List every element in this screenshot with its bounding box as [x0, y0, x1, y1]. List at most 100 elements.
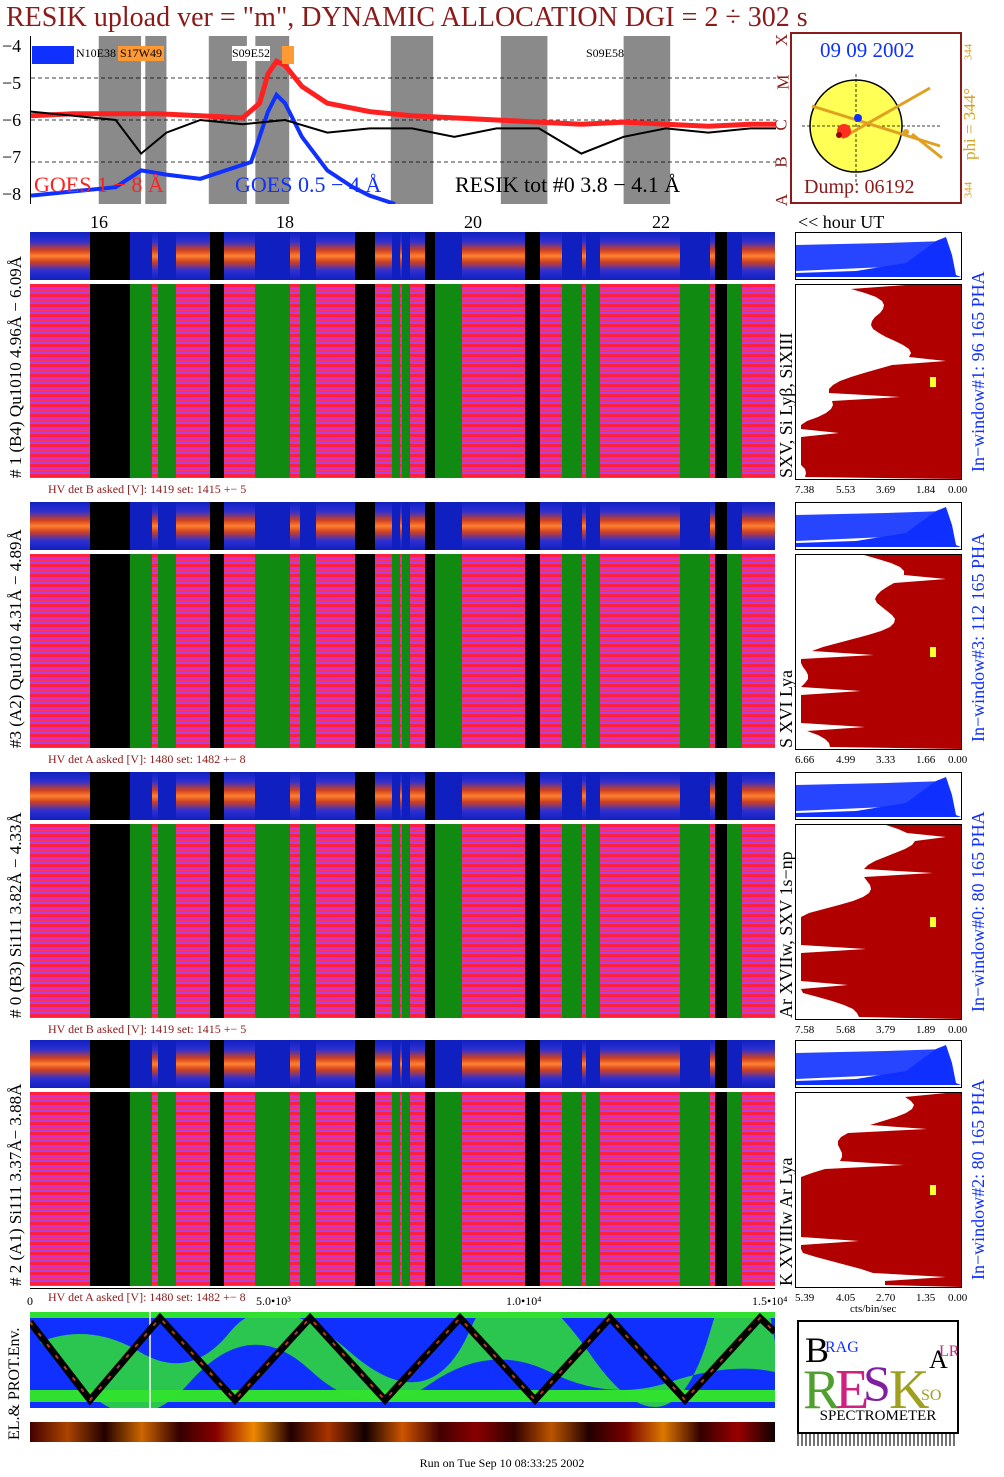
night-band	[450, 232, 462, 280]
night-band	[130, 284, 152, 478]
pha-strip	[30, 232, 775, 280]
histogram-tick: 0.00	[948, 754, 968, 766]
gap-band	[425, 232, 435, 280]
series-line	[31, 91, 396, 204]
night-band	[680, 1092, 710, 1286]
page-title: RESIK upload ver = "m", DYNAMIC ALLOCATI…	[6, 2, 808, 33]
hv-status: HV det B asked [V]: 1419 set: 1415 +− 5	[48, 1022, 247, 1036]
svg-text:E: E	[835, 1359, 869, 1421]
night-band	[392, 1040, 400, 1088]
night-band	[402, 1092, 410, 1286]
histogram-tick: 3.79	[876, 1024, 896, 1036]
night-band	[402, 772, 410, 820]
histogram-tick: 3.33	[876, 754, 896, 766]
night-band	[300, 772, 316, 820]
sample-tick: 1.0•10⁴	[506, 1294, 542, 1308]
night-band	[270, 284, 290, 478]
sun-phi-small: 344	[962, 43, 975, 61]
night-band	[158, 1092, 176, 1286]
svg-text:K: K	[889, 1359, 929, 1421]
night-band	[432, 824, 450, 1018]
flare-label-bar	[282, 46, 294, 64]
night-band	[270, 502, 290, 550]
svg-text:R: R	[803, 1359, 841, 1421]
night-band	[432, 554, 450, 748]
night-band	[432, 1040, 450, 1088]
night-band	[450, 824, 462, 1018]
gap-band	[425, 772, 435, 820]
sun-date: 09 09 2002	[820, 38, 915, 62]
night-band	[158, 772, 176, 820]
window-label: In−window#2: 80 165 PHA	[968, 1079, 988, 1280]
gap-band	[425, 502, 435, 550]
night-band	[562, 824, 582, 1018]
spectrum-histogram	[795, 554, 962, 750]
night-band	[680, 232, 710, 280]
night-band	[432, 1092, 450, 1286]
sample-tick: 5.0•10³	[256, 1294, 291, 1308]
night-band	[586, 502, 600, 550]
histogram-tick: 1.89	[916, 1024, 936, 1036]
flare-label: S17W49	[118, 46, 164, 61]
goes-y-tick: −5	[2, 73, 22, 93]
night-band	[392, 1092, 400, 1286]
gap-band	[425, 1092, 435, 1286]
night-band	[392, 502, 400, 550]
night-band	[450, 284, 462, 478]
pha-histogram	[795, 502, 962, 550]
night-band	[680, 284, 710, 478]
gap-band	[210, 824, 224, 1018]
night-band	[432, 284, 450, 478]
night-band	[270, 824, 290, 1018]
night-band	[158, 1040, 176, 1088]
legend-resik: RESIK tot #0 3.8 − 4.1 Å	[455, 172, 681, 197]
night-band	[562, 284, 582, 478]
pha-strip	[30, 502, 775, 550]
night-band	[450, 1040, 462, 1088]
line-label: K XVIIIw Ar Lya	[776, 1157, 796, 1286]
histogram-tick: 7.38	[795, 484, 815, 496]
goes-lightcurve-panel	[30, 36, 776, 204]
gap-band	[525, 284, 540, 478]
sample-tick: 1.5•10⁴	[752, 1294, 788, 1308]
histogram-tick: 4.99	[836, 754, 856, 766]
goes-y-tick: −6	[2, 110, 22, 130]
night-band	[130, 502, 152, 550]
gap-band	[525, 1092, 540, 1286]
night-band	[392, 284, 400, 478]
time-axis-unit: << hour UT	[798, 212, 885, 232]
gap-band	[115, 554, 127, 748]
channel-label: #3 (A2) Qu1010 4.31Å − 4.89Å	[6, 529, 25, 748]
night-band	[586, 1040, 600, 1088]
night-band	[562, 554, 582, 748]
night-band	[402, 284, 410, 478]
window-label: In−window#3: 112 165 PHA	[968, 533, 988, 742]
night-band	[586, 772, 600, 820]
night-band	[300, 824, 316, 1018]
histogram-tick: 1.35	[916, 1292, 936, 1304]
night-band	[680, 824, 710, 1018]
night-band	[562, 1040, 582, 1088]
pha-histogram	[795, 772, 962, 820]
legend-goes-short: GOES 0.5 − 4 Å	[235, 172, 382, 197]
goes-class-letter: B	[771, 156, 791, 168]
time-tick: 20	[464, 212, 482, 232]
histogram-tick: 6.66	[795, 754, 815, 766]
pha-histogram	[795, 232, 962, 280]
svg-text:LR: LR	[939, 1343, 957, 1360]
night-band	[450, 772, 462, 820]
goes-class-letter: C	[771, 119, 791, 131]
spectrogram	[30, 1092, 775, 1286]
gap-band	[355, 232, 375, 280]
night-band	[130, 1040, 152, 1088]
hv-status: HV det A asked [V]: 1480 set: 1482 +− 8	[48, 1290, 246, 1304]
legend-goes-long: GOES 1 − 8 Å	[34, 172, 164, 197]
gap-band	[355, 1092, 375, 1286]
resik-logo: B RAG R E S K A SO LR SPECTROMETER	[797, 1320, 960, 1434]
gap-band	[210, 772, 224, 820]
hv-status: HV det B asked [V]: 1419 set: 1415 +− 5	[48, 482, 247, 496]
gap-band	[355, 1040, 375, 1088]
environment-strip	[30, 1422, 775, 1442]
gap-band	[525, 824, 540, 1018]
gap-band	[715, 1040, 727, 1088]
